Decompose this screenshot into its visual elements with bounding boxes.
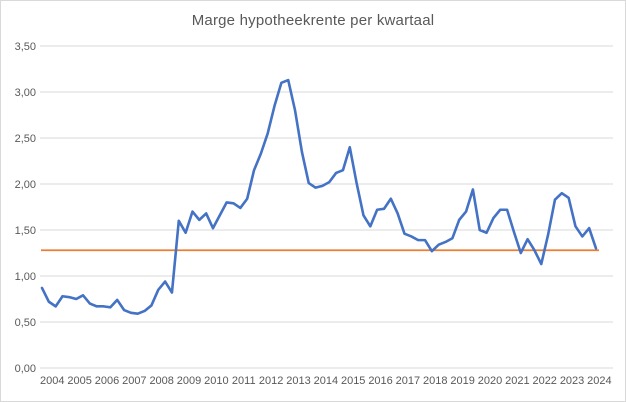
x-axis-tick-label: 2023 (560, 375, 584, 387)
x-axis-tick-label: 2016 (368, 375, 392, 387)
y-axis-tick-label: 1,50 (15, 225, 36, 237)
x-axis-tick-label: 2007 (122, 375, 146, 387)
x-axis-tick-label: 2021 (505, 375, 529, 387)
x-axis-tick-label: 2009 (177, 375, 201, 387)
x-axis-tick-label: 2012 (259, 375, 283, 387)
y-axis-tick-label: 0,50 (15, 317, 36, 329)
y-axis-tick-label: 1,00 (15, 271, 36, 283)
y-axis-tick-label: 3,50 (15, 41, 36, 53)
x-axis-tick-label: 2008 (149, 375, 173, 387)
x-axis-tick-label: 2019 (450, 375, 474, 387)
x-axis-tick-label: 2024 (587, 375, 611, 387)
x-axis-tick-label: 2004 (40, 375, 64, 387)
x-axis-tick-label: 2006 (95, 375, 119, 387)
x-axis-tick-label: 2018 (423, 375, 447, 387)
x-axis-tick-label: 2017 (396, 375, 420, 387)
y-axis-tick-label: 2,00 (15, 179, 36, 191)
series-line-marge (40, 78, 598, 316)
x-axis-tick-label: 2010 (204, 375, 228, 387)
y-axis-tick-label: 3,00 (15, 87, 36, 99)
x-axis-tick-label: 2015 (341, 375, 365, 387)
x-axis-tick-label: 2022 (532, 375, 556, 387)
x-axis-tick-label: 2013 (286, 375, 310, 387)
y-axis-tick-label: 2,50 (15, 133, 36, 145)
y-axis-tick-label: 0,00 (15, 363, 36, 375)
chart-title: Marge hypotheekrente per kwartaal (191, 12, 435, 29)
x-axis-tick-label: 2020 (478, 375, 502, 387)
x-axis-tick-label: 2011 (232, 375, 256, 387)
x-axis-tick-label: 2005 (67, 375, 91, 387)
x-axis-tick-label: 2014 (314, 375, 338, 387)
